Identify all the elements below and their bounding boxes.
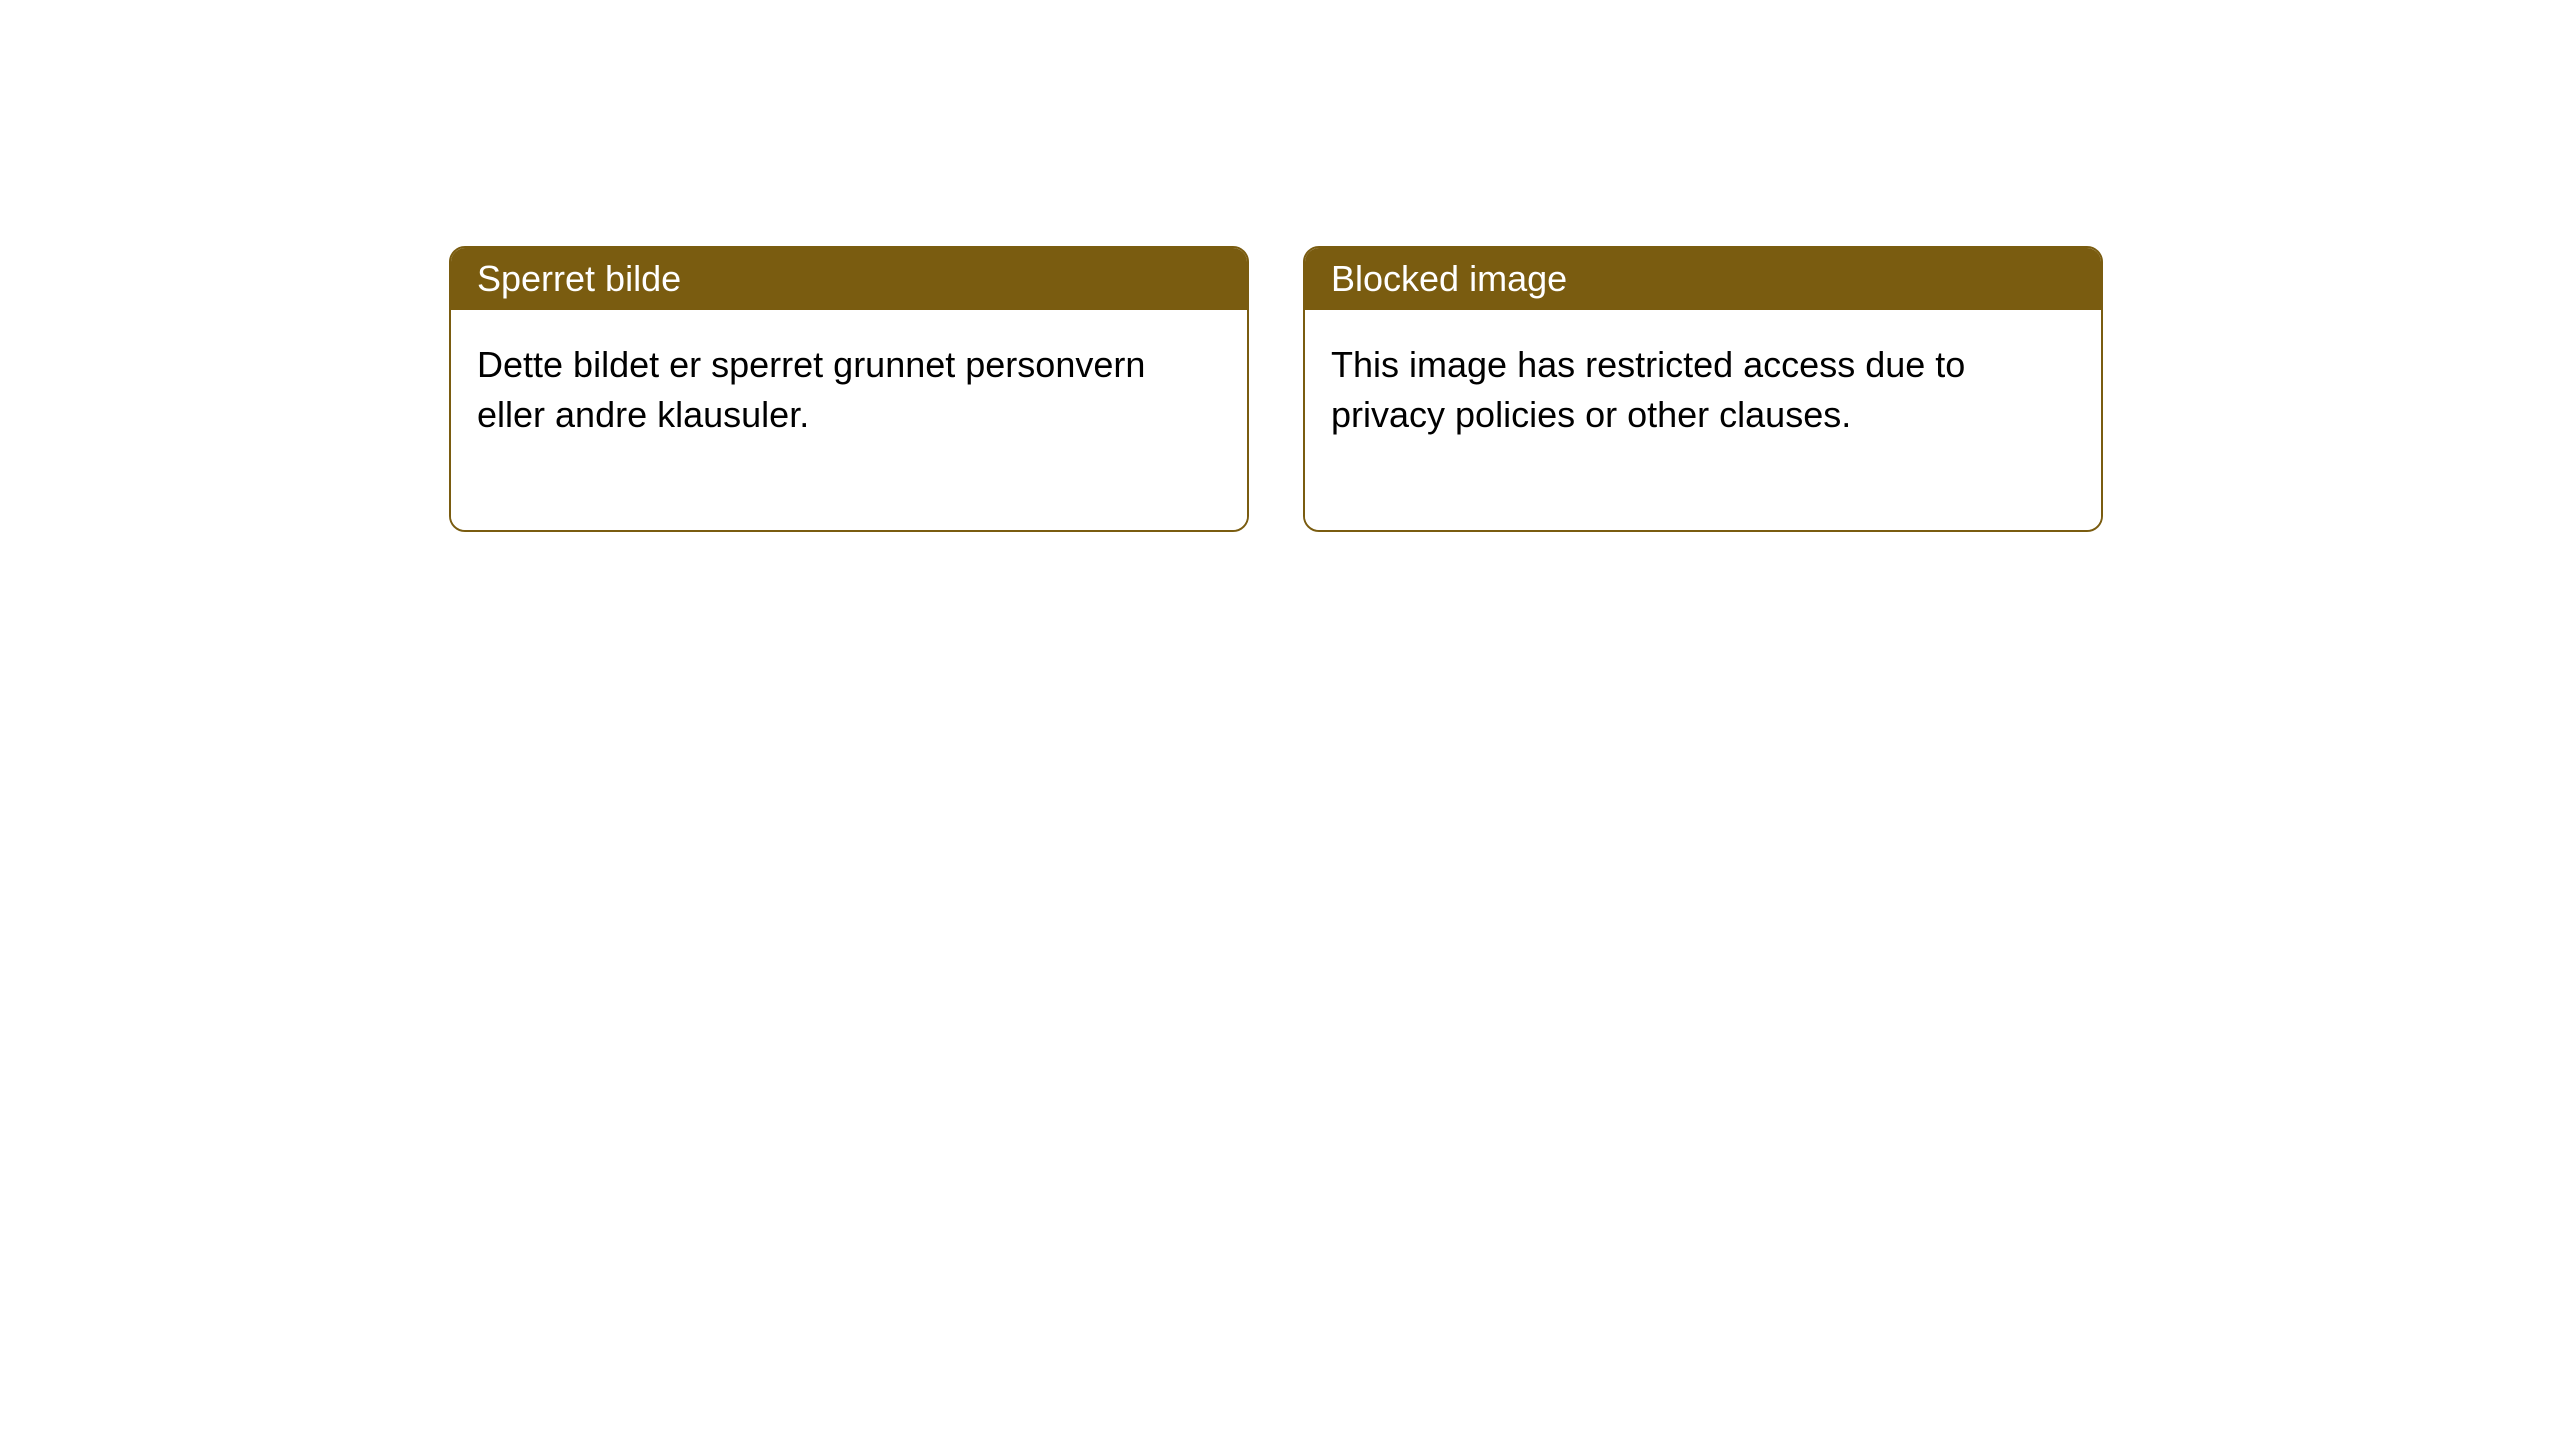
card-title: Sperret bilde [477,258,681,299]
card-header: Blocked image [1305,248,2101,310]
card-title: Blocked image [1331,258,1567,299]
card-body-text: Dette bildet er sperret grunnet personve… [477,340,1221,441]
card-body: Dette bildet er sperret grunnet personve… [451,310,1247,530]
card-header: Sperret bilde [451,248,1247,310]
card-body: This image has restricted access due to … [1305,310,2101,530]
blocked-image-card-no: Sperret bilde Dette bildet er sperret gr… [449,246,1249,532]
card-body-text: This image has restricted access due to … [1331,340,2075,441]
notice-container: Sperret bilde Dette bildet er sperret gr… [0,0,2560,532]
blocked-image-card-en: Blocked image This image has restricted … [1303,246,2103,532]
